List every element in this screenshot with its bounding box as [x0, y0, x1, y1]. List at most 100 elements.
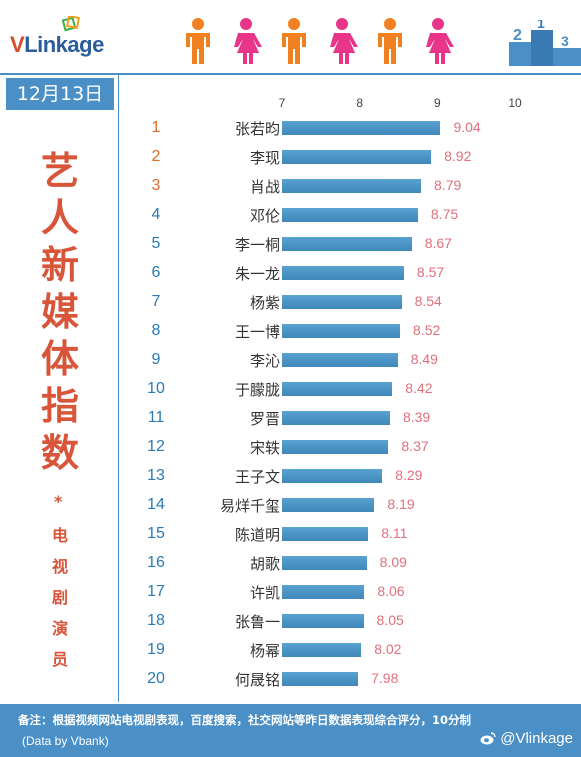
score-value: 8.05 [376, 612, 404, 628]
title-char: 媒 [40, 290, 79, 334]
logo-mark-icon [62, 16, 80, 32]
artist-name: 李沁 [249, 352, 280, 370]
score-bar [282, 527, 369, 541]
score-bar [282, 324, 401, 338]
score-bar [282, 179, 422, 193]
weibo-icon [480, 732, 496, 745]
rank-number: 18 [147, 612, 165, 629]
score-value: 8.02 [374, 641, 402, 657]
date-badge: 12月13日 [6, 78, 114, 110]
podium-icon: 2 1 3 [509, 20, 581, 66]
score-bar [282, 237, 412, 251]
rank-number: 17 [147, 583, 165, 600]
rank-number: 4 [151, 206, 161, 223]
person-male-icon [186, 18, 210, 64]
score-bar [282, 266, 404, 280]
score-value: 8.19 [387, 496, 415, 512]
score-bar [282, 672, 359, 686]
score-value: 8.29 [395, 467, 423, 483]
artist-name: 肖战 [249, 178, 280, 196]
rank-number: 16 [147, 554, 165, 571]
score-value: 8.52 [413, 322, 441, 338]
rank-number: 5 [151, 235, 161, 252]
score-value: 8.57 [416, 264, 445, 280]
podium-number: 1 [537, 20, 545, 31]
rank-number: 13 [147, 467, 165, 484]
people-icons [186, 18, 454, 64]
score-bar [282, 614, 364, 628]
rank-number: 20 [147, 670, 165, 687]
rank-number: 10 [147, 380, 165, 397]
rank-number: 15 [147, 525, 165, 542]
score-value: 8.11 [381, 525, 408, 541]
artist-name: 易烊千玺 [219, 497, 280, 515]
rank-number: 2 [151, 148, 161, 165]
score-bar [282, 382, 393, 396]
person-female-icon [330, 18, 358, 64]
panel-divider [118, 75, 119, 702]
rank-number: 3 [151, 177, 161, 194]
x-tick-label: 7 [278, 96, 286, 110]
artist-name: 胡歌 [249, 555, 280, 573]
person-male-icon [378, 18, 402, 64]
artist-name: 邓伦 [249, 207, 280, 225]
x-tick-label: 9 [433, 96, 441, 110]
artist-name: 许凯 [249, 584, 280, 602]
artist-name: 李一桐 [234, 236, 280, 254]
title-char: 新 [40, 243, 79, 287]
artist-name: 张若昀 [234, 120, 280, 138]
score-bar [282, 121, 441, 135]
score-value: 8.92 [444, 148, 472, 164]
score-bar [282, 440, 389, 454]
artist-name: 杨幂 [249, 642, 280, 660]
x-tick-label: 10 [508, 96, 522, 110]
score-value: 7.98 [371, 670, 399, 686]
artist-name: 何晟铭 [234, 671, 280, 689]
score-value: 8.39 [402, 409, 431, 425]
rank-number: 7 [151, 293, 161, 310]
artist-name: 陈道明 [234, 526, 280, 544]
score-value: 8.42 [405, 380, 433, 396]
artist-name: 宋轶 [249, 439, 280, 457]
artist-name: 罗晋 [249, 410, 280, 428]
title-asterisk: * [54, 492, 63, 511]
score-value: 9.04 [453, 119, 481, 135]
score-value: 8.67 [424, 235, 452, 251]
weibo-handle[interactable]: @Vlinkage [480, 730, 573, 747]
rank-number: 12 [147, 438, 165, 455]
person-female-icon [234, 18, 262, 64]
artist-name: 王子文 [234, 468, 280, 486]
score-bar [282, 498, 375, 512]
artist-name: 王一博 [234, 323, 280, 341]
weibo-handle-text: @Vlinkage [500, 730, 573, 747]
score-bar [282, 353, 398, 367]
score-bar [282, 295, 402, 309]
rank-number: 1 [151, 119, 161, 136]
subtitle-char: 剧 [51, 588, 68, 607]
subtitle-char: 视 [51, 557, 68, 576]
vlinkage-logo: VLinkage [10, 16, 130, 68]
header-divider [0, 73, 581, 75]
artist-name: 于朦胧 [234, 381, 280, 399]
rank-number: 11 [147, 409, 165, 426]
score-value: 8.49 [410, 351, 438, 367]
score-value: 8.75 [430, 206, 459, 222]
score-value: 8.54 [414, 293, 442, 309]
score-value: 8.37 [401, 438, 429, 454]
data-source: (Data by Vbank) [22, 734, 109, 748]
logo-text: VLinkage [10, 32, 104, 57]
score-value: 8.09 [379, 554, 407, 570]
artist-name: 杨紫 [249, 294, 280, 312]
podium-number: 2 [513, 27, 522, 44]
score-bar [282, 469, 383, 483]
artist-name: 朱一龙 [234, 265, 280, 283]
podium-number: 3 [561, 33, 569, 49]
rank-number: 8 [151, 322, 161, 339]
score-bar [282, 643, 362, 657]
score-bar [282, 208, 418, 222]
title-char: 人 [40, 196, 79, 240]
rank-number: 19 [147, 641, 165, 658]
artist-name: 李现 [249, 149, 280, 167]
subtitle-vertical: 电 视 剧 演 员 [0, 520, 120, 675]
rank-number: 9 [151, 351, 161, 368]
